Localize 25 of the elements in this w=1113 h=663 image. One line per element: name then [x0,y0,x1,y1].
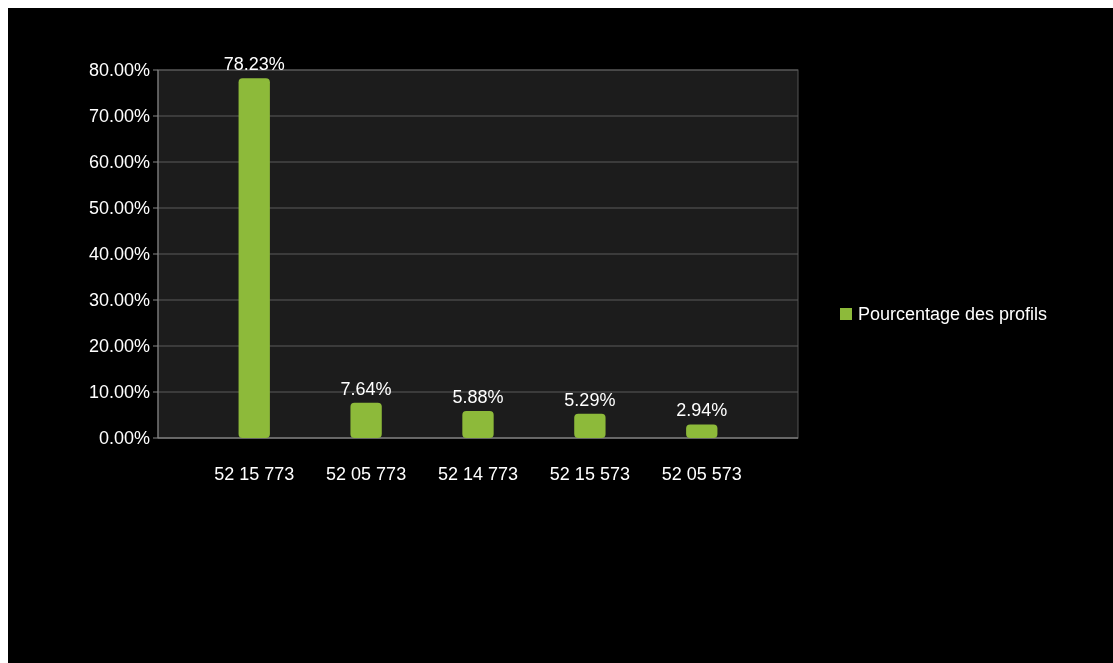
bar [686,424,718,438]
y-tick-label: 40.00% [88,244,150,265]
y-tick-label: 20.00% [88,336,150,357]
y-tick-label: 60.00% [88,152,150,173]
bar [574,413,606,438]
x-tick-label: 52 15 573 [549,464,630,484]
y-tick-label: 70.00% [88,106,150,127]
x-tick-label: 52 15 773 [214,464,295,484]
legend-label: Pourcentage des profils [858,304,1048,325]
bar [238,78,270,438]
y-tick-label: 80.00% [88,60,150,81]
y-tick-label: 30.00% [88,290,150,311]
bar [462,410,494,438]
text: 2.94% [676,400,728,421]
text: 5.88% [452,386,504,407]
text: 78.23% [223,54,285,75]
y-tick-label: 50.00% [88,198,150,219]
y-tick-label: 10.00% [88,382,150,403]
x-tick-label: 52 14 773 [437,464,519,484]
text: 7.64% [340,378,392,399]
text: 5.29% [564,389,616,410]
bar [350,402,382,438]
y-tick-label: 0.00% [98,428,150,449]
x-tick-label: 52 05 573 [661,464,742,484]
x-tick-label: 52 05 773 [326,464,407,484]
